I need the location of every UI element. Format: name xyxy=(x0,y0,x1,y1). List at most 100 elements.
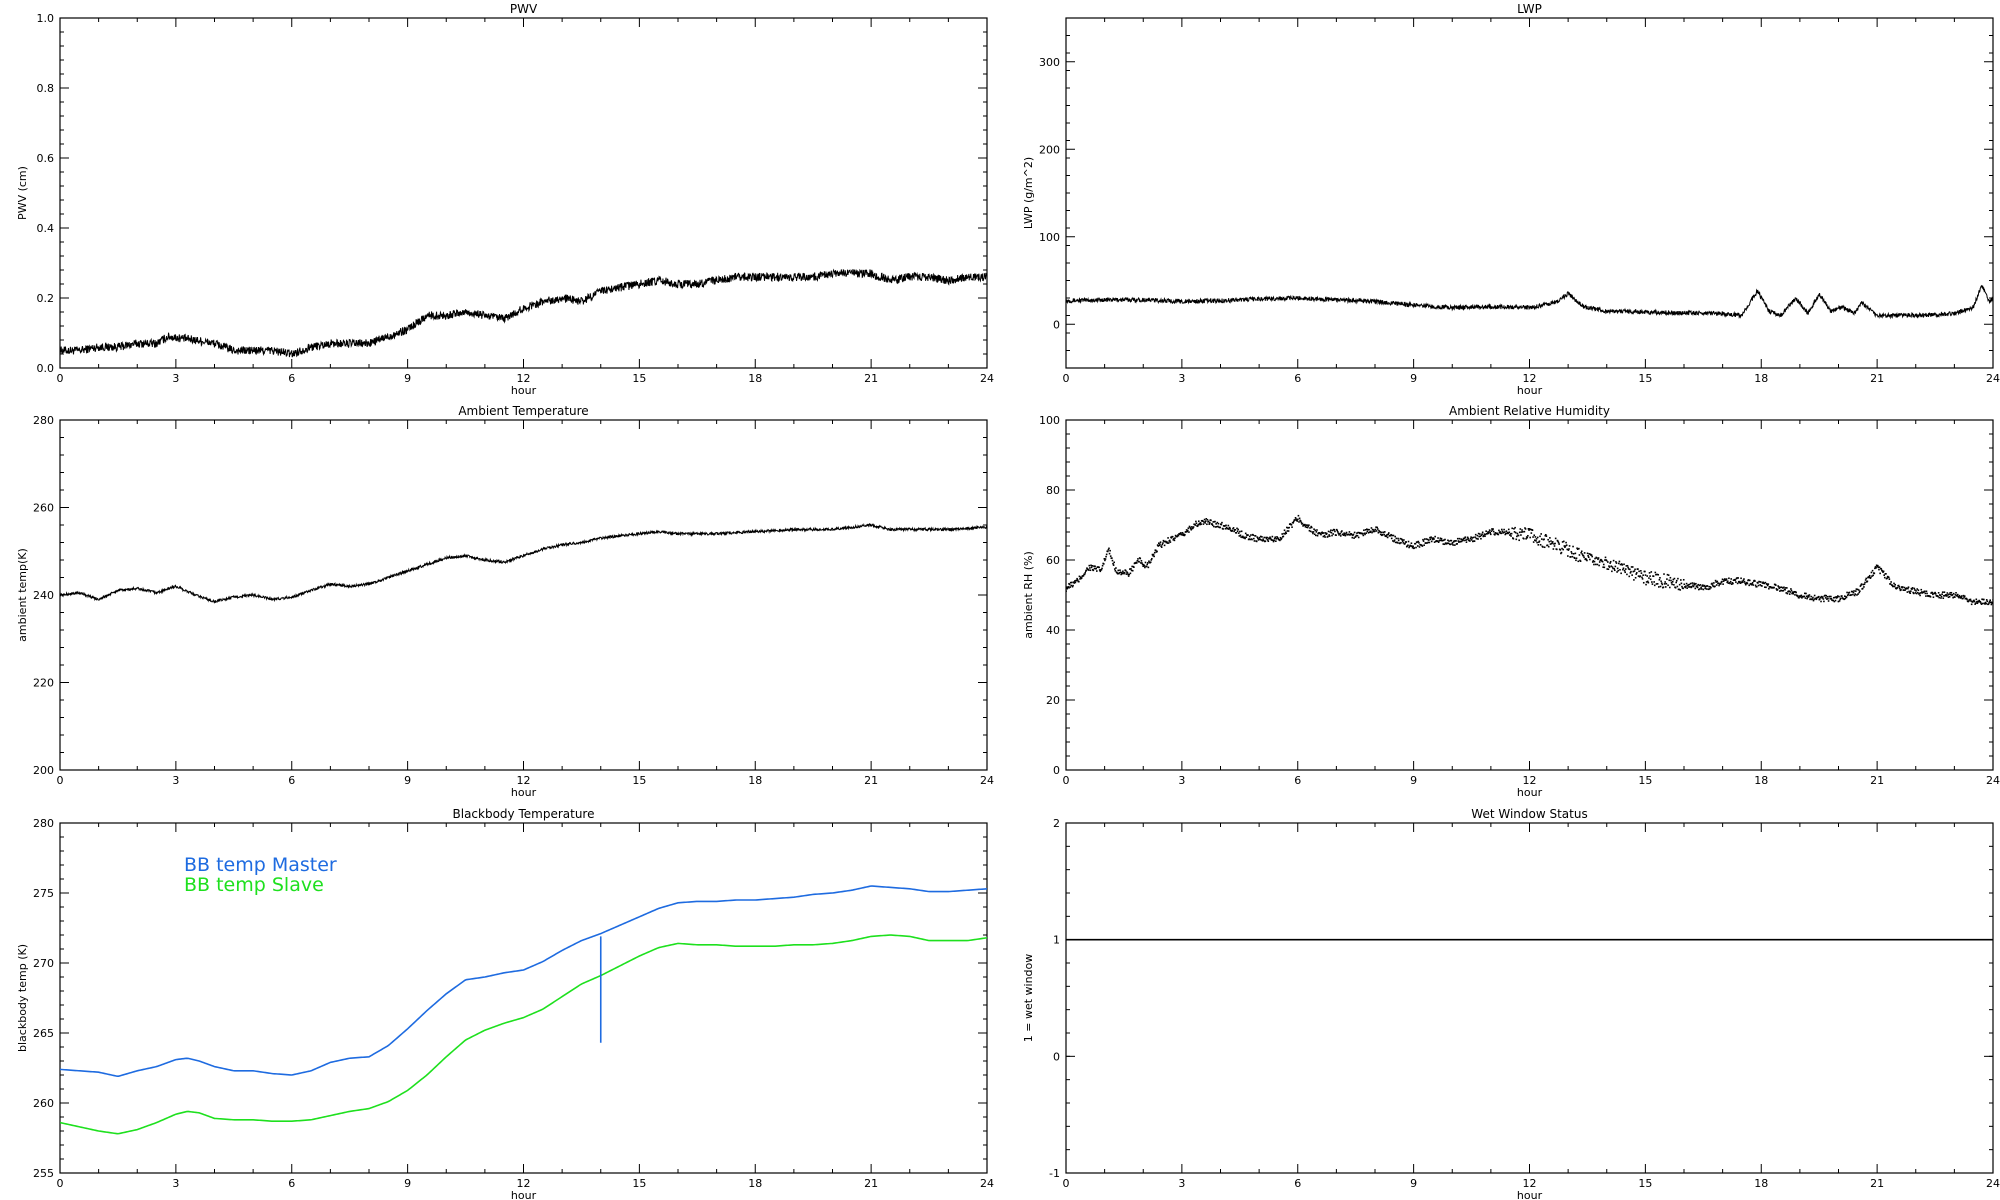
data-point xyxy=(1320,533,1322,536)
data-point xyxy=(1634,576,1637,579)
data-point xyxy=(1574,552,1577,555)
data-point xyxy=(1217,522,1220,525)
data-point xyxy=(1162,542,1164,544)
data-point xyxy=(1767,583,1770,585)
y-tick-label: 100 xyxy=(1039,231,1060,244)
data-point xyxy=(1883,576,1886,579)
data-point xyxy=(1864,579,1867,581)
data-point xyxy=(1433,538,1435,540)
data-point xyxy=(1656,583,1659,585)
x-tick-label: 24 xyxy=(980,1177,994,1190)
data-point xyxy=(1465,541,1468,543)
data-point xyxy=(1592,560,1595,562)
data-point xyxy=(1909,592,1912,595)
data-point xyxy=(1159,541,1162,543)
data-point xyxy=(1123,571,1126,574)
data-point xyxy=(1266,539,1269,541)
data-point xyxy=(1313,528,1315,531)
data-point xyxy=(1153,551,1156,554)
data-point xyxy=(1131,565,1133,568)
data-point xyxy=(1350,532,1352,535)
data-point xyxy=(1857,589,1860,591)
data-point xyxy=(1471,537,1474,539)
data-point xyxy=(1093,567,1096,570)
data-point xyxy=(1835,596,1837,598)
data-point xyxy=(1521,531,1524,533)
x-tick-label: 21 xyxy=(1870,774,1884,787)
data-point xyxy=(1100,568,1103,571)
x-tick-label: 0 xyxy=(1063,372,1070,385)
data-point xyxy=(1184,534,1186,536)
data-point xyxy=(1453,540,1456,542)
data-point xyxy=(1418,546,1421,548)
data-point xyxy=(1070,584,1073,587)
data-point xyxy=(1098,566,1100,569)
data-point xyxy=(1500,528,1503,531)
data-point xyxy=(1916,588,1919,590)
data-point xyxy=(1757,582,1759,584)
data-point xyxy=(1744,583,1747,586)
data-point xyxy=(1348,531,1351,533)
data-point xyxy=(1758,581,1761,583)
data-point xyxy=(1594,563,1597,566)
data-point xyxy=(1572,553,1575,555)
data-point xyxy=(1890,581,1892,583)
data-point xyxy=(1119,571,1122,574)
data-point xyxy=(1422,538,1424,541)
x-tick-label: 3 xyxy=(1178,372,1185,385)
data-point xyxy=(1742,581,1744,583)
data-point xyxy=(1790,588,1792,590)
data-point xyxy=(1152,554,1154,557)
data-point xyxy=(1206,519,1209,521)
data-point xyxy=(1092,569,1095,572)
data-point xyxy=(1308,529,1311,532)
data-point xyxy=(1791,591,1794,593)
data-point xyxy=(1990,603,1993,606)
data-point xyxy=(1066,590,1067,592)
x-tick-label: 6 xyxy=(1294,1177,1301,1190)
x-tick-label: 21 xyxy=(864,1177,878,1190)
data-point xyxy=(1527,534,1529,537)
chart-lwp: LWP 0 3 6 9 12 15 18 21 24 hour 0 100 200 300 LWP (g/m^… xyxy=(1022,2,2000,397)
x-tick-label: 21 xyxy=(864,372,878,385)
data-point xyxy=(1553,545,1556,547)
data-point xyxy=(1614,565,1617,568)
data-point xyxy=(1417,540,1420,543)
x-tick-label: 6 xyxy=(288,372,295,385)
data-point xyxy=(1326,532,1328,535)
data-point xyxy=(1545,535,1548,537)
data-point xyxy=(1166,541,1168,543)
data-point xyxy=(1571,555,1574,558)
data-point xyxy=(1172,538,1175,541)
data-point xyxy=(1624,571,1626,574)
data-point xyxy=(1780,586,1783,589)
data-point xyxy=(1357,531,1359,534)
data-point xyxy=(1158,542,1160,545)
data-point xyxy=(1243,536,1246,539)
data-point xyxy=(1105,555,1107,558)
data-point xyxy=(1335,528,1338,531)
data-point xyxy=(1738,581,1741,584)
data-point xyxy=(1470,539,1473,541)
data-point xyxy=(1629,568,1631,571)
data-point xyxy=(1322,535,1325,538)
data-point xyxy=(1984,601,1987,604)
data-point xyxy=(1958,596,1960,599)
data-point xyxy=(1948,593,1950,596)
data-point xyxy=(1386,534,1388,536)
data-point xyxy=(1864,581,1866,584)
data-point xyxy=(1079,576,1082,578)
data-point xyxy=(1629,572,1632,574)
data-point xyxy=(1579,560,1582,562)
data-point xyxy=(1782,589,1785,592)
data-point xyxy=(1337,531,1339,533)
data-point xyxy=(1105,553,1108,556)
data-point xyxy=(1509,534,1511,536)
data-point xyxy=(1699,584,1702,586)
data-point xyxy=(1678,588,1680,591)
data-point xyxy=(1764,586,1766,588)
data-point xyxy=(1674,586,1677,589)
data-point xyxy=(1644,570,1646,573)
data-point xyxy=(1746,582,1749,585)
data-point xyxy=(1328,534,1330,536)
